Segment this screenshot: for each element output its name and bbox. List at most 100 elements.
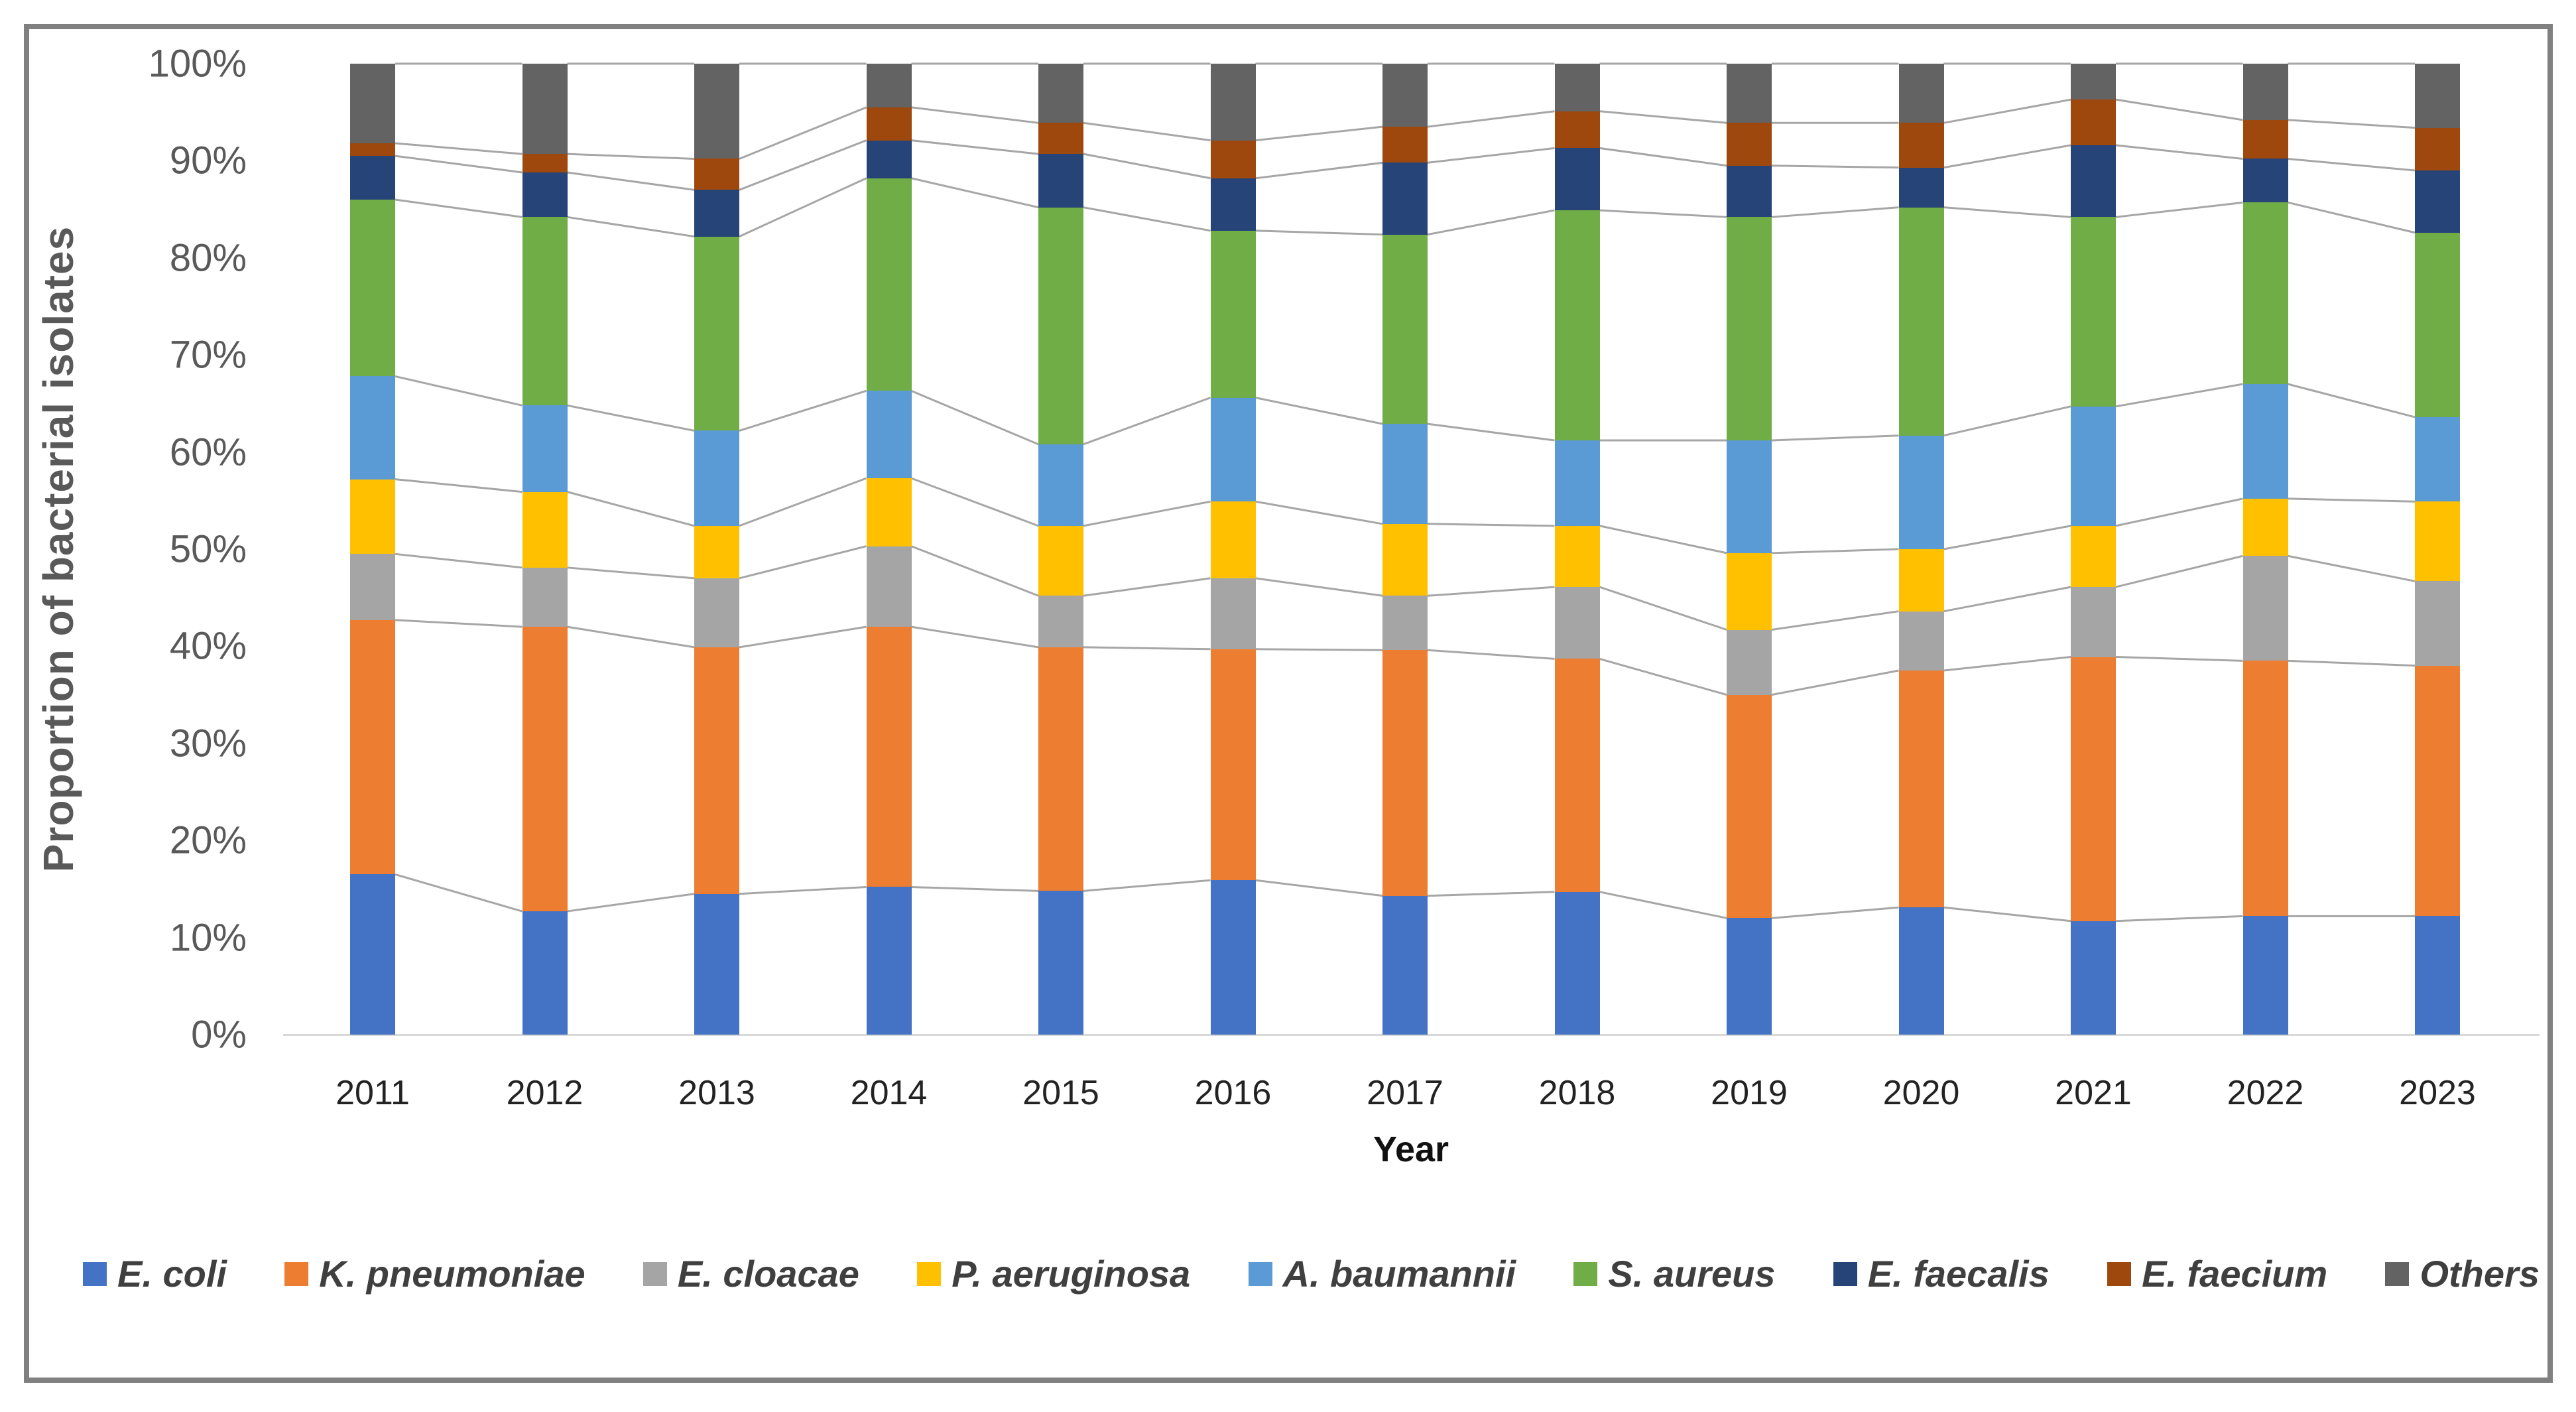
bar-segment-e-faecalis bbox=[350, 156, 395, 200]
connector-line bbox=[1427, 523, 1555, 527]
connector-line bbox=[1255, 577, 1383, 597]
bar-segment-a-baumannii bbox=[866, 391, 912, 479]
bar-segment-e-coli bbox=[1038, 891, 1083, 1035]
bar-segment-a-baumannii bbox=[2071, 406, 2116, 526]
bar-segment-s-aureus bbox=[866, 178, 912, 391]
legend-swatch-icon bbox=[83, 1261, 107, 1286]
bar-segment-e-faecalis bbox=[2071, 145, 2116, 218]
connector-line bbox=[1255, 161, 1383, 180]
connector-line bbox=[1255, 397, 1383, 425]
connector-line bbox=[739, 885, 867, 895]
connector-line bbox=[2115, 201, 2243, 218]
bar-segment-e-faecalis bbox=[1727, 165, 1772, 218]
legend-swatch-icon bbox=[1833, 1261, 1857, 1286]
bar-segment-e-faecium bbox=[1554, 111, 1600, 149]
bar-segment-e-cloacae bbox=[350, 554, 395, 620]
connector-line bbox=[1255, 125, 1383, 142]
x-tick-label: 2023 bbox=[2399, 1074, 2476, 1112]
legend-label: P. aeruginosa bbox=[951, 1253, 1191, 1295]
connector-line bbox=[2115, 383, 2243, 408]
connector-line bbox=[2288, 383, 2416, 418]
bar-segment-s-aureus bbox=[350, 199, 395, 377]
bar-segment-e-faecium bbox=[1038, 123, 1083, 155]
bar-segment-e-faecalis bbox=[1554, 148, 1600, 211]
connector-line bbox=[1599, 657, 1727, 696]
legend-item-others: Others bbox=[2385, 1252, 2540, 1295]
bar-segment-e-faecium bbox=[1727, 123, 1772, 166]
stacked-bar-2023 bbox=[2415, 64, 2460, 1035]
legend-swatch-icon bbox=[917, 1261, 942, 1286]
stacked-bar-2015 bbox=[1038, 64, 1083, 1035]
bar-segment-e-faecium bbox=[2242, 119, 2288, 159]
bar-segment-e-faecium bbox=[866, 107, 912, 141]
connector-line bbox=[395, 552, 522, 569]
bar-segment-others bbox=[2415, 64, 2460, 128]
legend-label: E. faecalis bbox=[1867, 1253, 2050, 1295]
bar-segment-e-cloacae bbox=[866, 546, 912, 627]
bar-segment-e-faecium bbox=[1210, 140, 1256, 178]
bar-segment-others bbox=[1210, 64, 1256, 141]
connector-line bbox=[1255, 648, 1383, 651]
connector-line bbox=[2115, 144, 2243, 160]
bar-segment-s-aureus bbox=[1898, 207, 1944, 436]
connector-line bbox=[395, 198, 522, 218]
bar-segment-p-aeruginosa bbox=[694, 525, 739, 578]
legend-swatch-icon bbox=[1573, 1261, 1598, 1286]
bar-segment-others bbox=[694, 64, 739, 159]
bar-segment-e-faecium bbox=[350, 143, 395, 157]
connector-line bbox=[567, 625, 695, 649]
bar-segment-e-coli bbox=[350, 874, 395, 1035]
x-axis-line bbox=[283, 1034, 2540, 1036]
connector-line bbox=[567, 404, 695, 432]
stacked-bar-2014 bbox=[866, 64, 912, 1035]
legend-swatch-icon bbox=[1248, 1261, 1272, 1286]
connector-line bbox=[1771, 206, 1899, 218]
x-tick-label: 2012 bbox=[506, 1074, 583, 1112]
bar-segment-s-aureus bbox=[694, 236, 739, 431]
bar-segment-k-pneumoniae bbox=[866, 627, 912, 887]
bar-segment-e-coli bbox=[2071, 921, 2116, 1035]
connector-line bbox=[910, 477, 1039, 527]
connector-line bbox=[395, 375, 522, 407]
x-tick-label: 2020 bbox=[1882, 1074, 1960, 1112]
bar-segment-a-baumannii bbox=[350, 376, 395, 480]
y-tick-label: 80% bbox=[169, 236, 247, 280]
x-tick-label: 2018 bbox=[1538, 1074, 1616, 1112]
connector-line bbox=[2288, 554, 2416, 582]
bar-segment-e-coli bbox=[522, 911, 568, 1035]
bar-segment-s-aureus bbox=[1038, 207, 1083, 444]
connector-line bbox=[911, 106, 1039, 124]
bar-segment-e-coli bbox=[2415, 916, 2460, 1035]
bar-segment-p-aeruginosa bbox=[350, 479, 395, 554]
bar-segment-e-coli bbox=[2242, 916, 2288, 1035]
bar-segment-others bbox=[522, 64, 568, 155]
x-tick-label: 2015 bbox=[1022, 1074, 1099, 1112]
connector-line bbox=[1771, 669, 1899, 696]
bar-segment-k-pneumoniae bbox=[1554, 659, 1600, 892]
connector-line bbox=[395, 155, 522, 174]
bar-segment-a-baumannii bbox=[694, 430, 739, 526]
bar-segment-a-baumannii bbox=[2242, 384, 2288, 499]
connector-line bbox=[1943, 525, 2071, 550]
bar-segment-e-cloacae bbox=[694, 578, 739, 647]
bar-segment-s-aureus bbox=[2415, 232, 2460, 417]
bar-segment-others bbox=[2242, 64, 2288, 120]
connector-line bbox=[911, 139, 1039, 155]
stacked-bar-2011 bbox=[350, 64, 395, 1035]
connector-line bbox=[1427, 422, 1555, 442]
bar-segment-others bbox=[350, 64, 395, 144]
connector-line bbox=[2115, 98, 2243, 121]
bar-segment-p-aeruginosa bbox=[1210, 501, 1256, 578]
bar-segment-k-pneumoniae bbox=[1210, 649, 1256, 881]
legend-item-e-faecalis: E. faecalis bbox=[1833, 1252, 2050, 1295]
bar-segment-e-cloacae bbox=[2071, 587, 2116, 657]
bar-segment-e-faecalis bbox=[1382, 162, 1428, 235]
connector-line bbox=[1083, 206, 1211, 232]
x-tick-label: 2021 bbox=[2055, 1074, 2132, 1112]
connector-line bbox=[1427, 209, 1555, 236]
bar-segment-e-cloacae bbox=[1898, 611, 1944, 671]
bar-segment-others bbox=[1898, 64, 1944, 123]
connector-line bbox=[1599, 586, 1727, 631]
bar-segment-k-pneumoniae bbox=[1898, 671, 1944, 908]
